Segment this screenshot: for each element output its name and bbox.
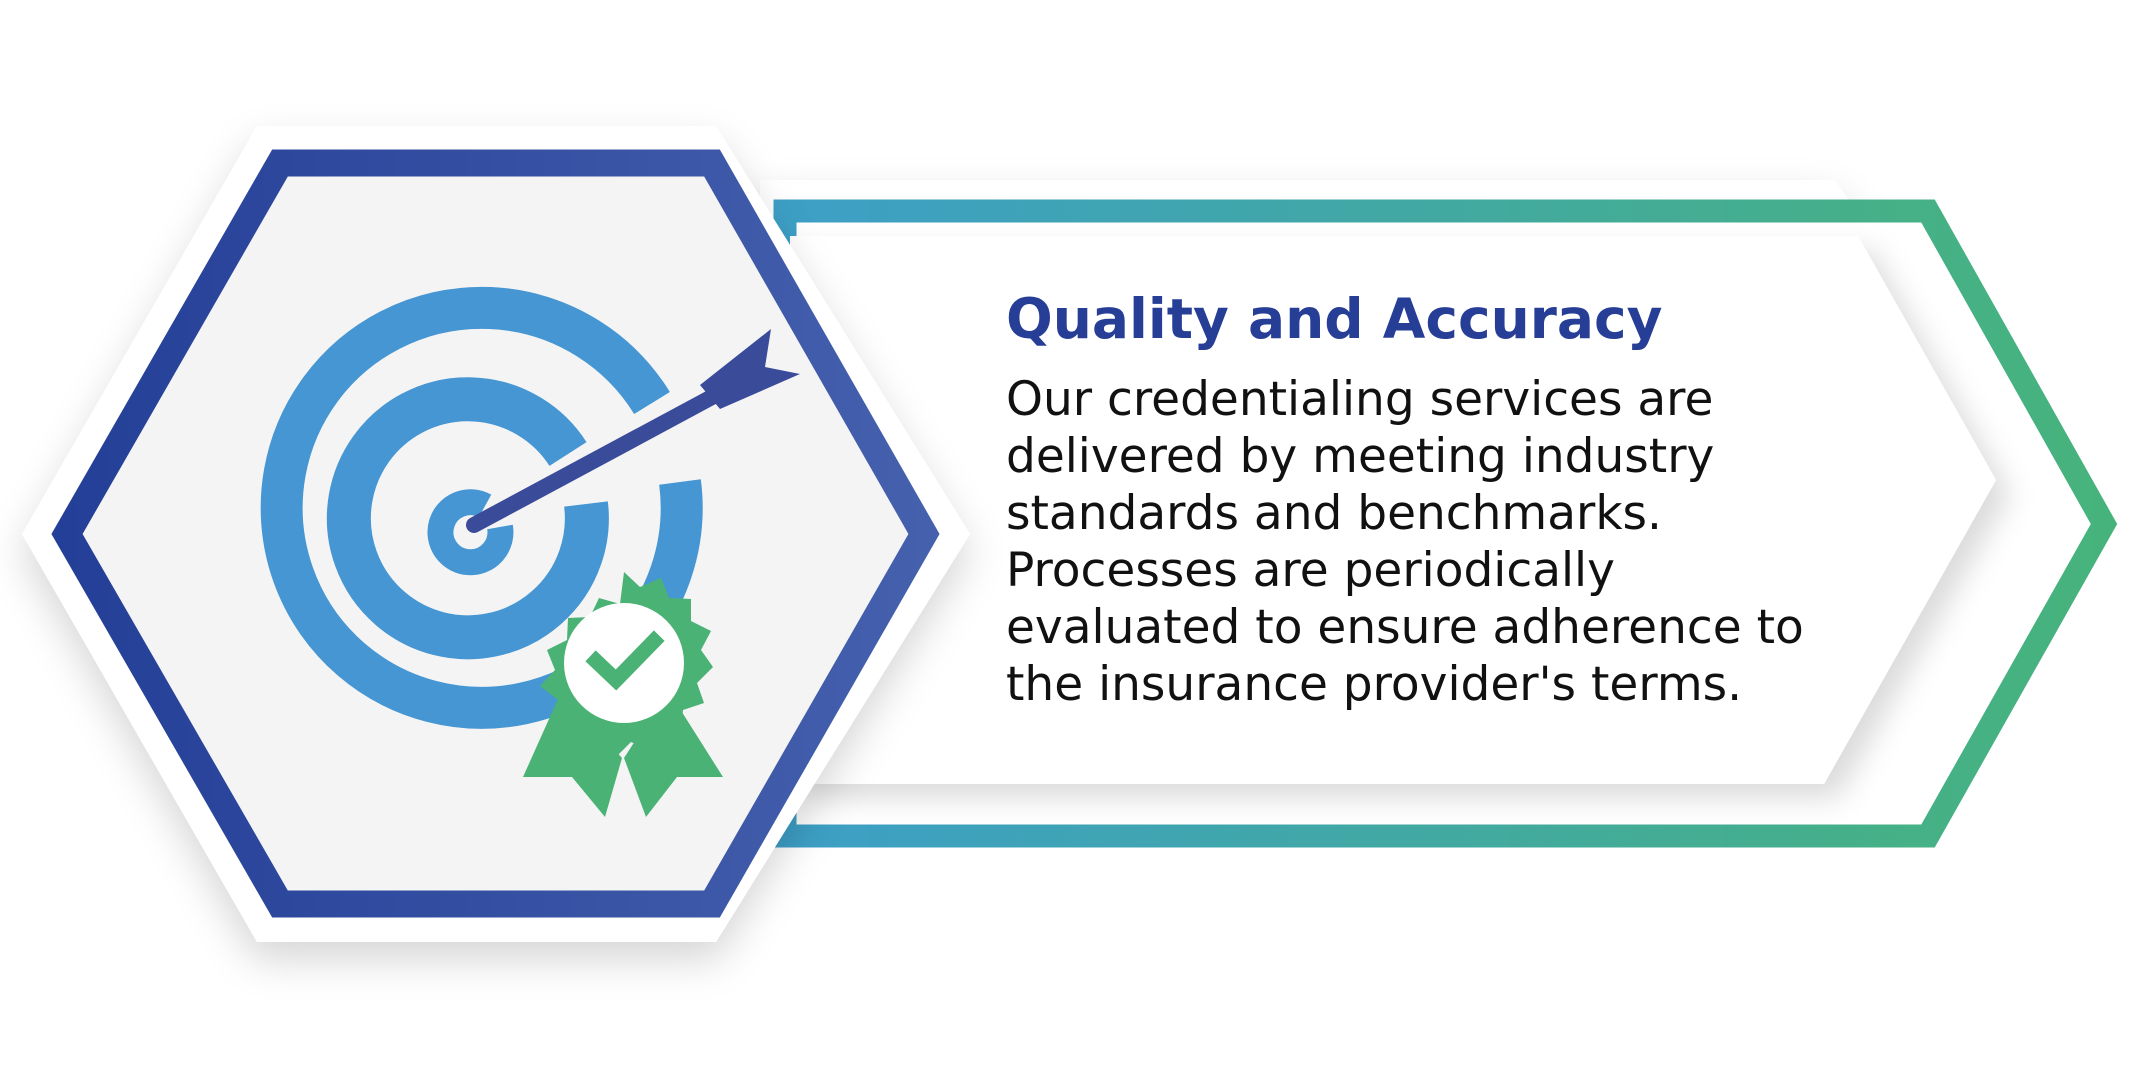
body-line-6: the insurance provider's terms. <box>1006 657 1743 712</box>
section-title: Quality and Accuracy <box>1006 287 1663 351</box>
award-ribbon-checkmark-icon <box>523 572 723 817</box>
arrow-banner <box>760 180 2118 848</box>
text-block: Quality and Accuracy Our credentialing s… <box>1006 285 1906 713</box>
body-line-3: standards and benchmarks. <box>1006 486 1662 541</box>
body-line-5: evaluated to ensure adherence to <box>1006 600 1804 655</box>
body-line-2: delivered by meeting industry <box>1006 429 1715 484</box>
arrow-banner-inner-panel <box>790 236 1996 784</box>
body-line-4: Processes are periodically <box>1006 543 1615 598</box>
section-body: Our credentialing services are delivered… <box>1006 371 1906 713</box>
body-line-1: Our credentialing services are <box>1006 372 1714 427</box>
